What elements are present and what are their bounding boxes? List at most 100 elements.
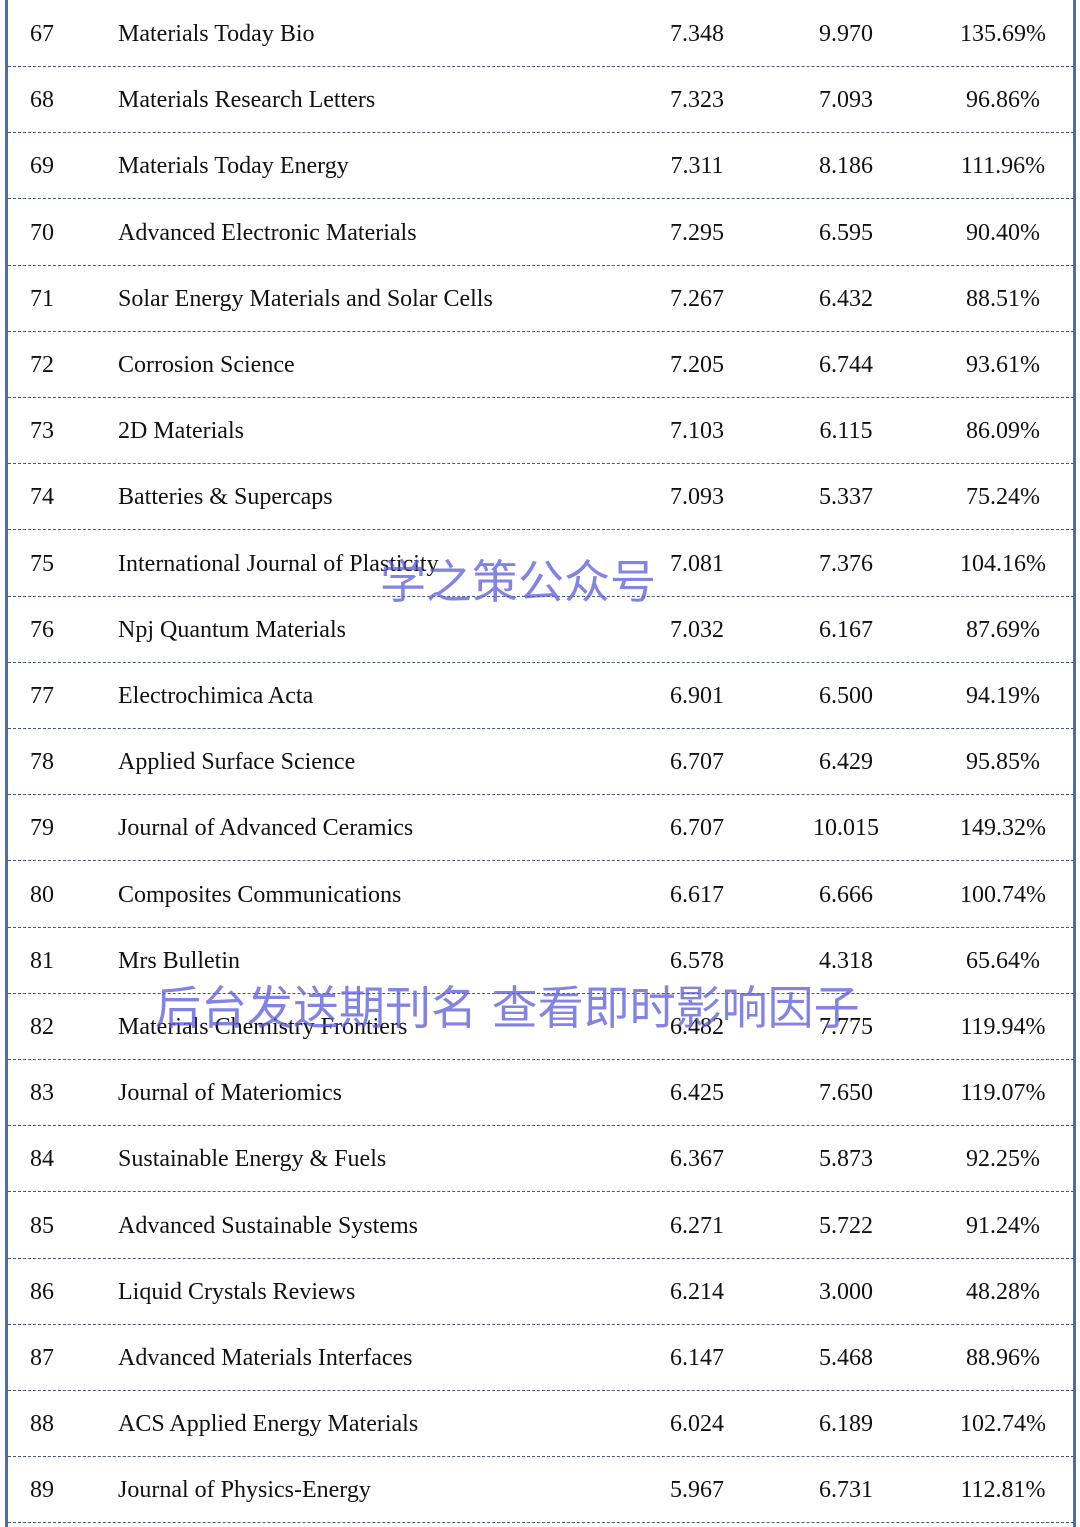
ratio: 92.25%: [966, 1146, 1040, 1173]
journal-name: Materials Today Bio: [118, 21, 315, 47]
impact-factor: 7.267: [670, 285, 724, 312]
table-row: 75 International Journal of Plasticity 7.0…: [8, 531, 1074, 597]
table-row: 82 Materials Chemistry Frontiers 6.482 7.77…: [8, 994, 1074, 1060]
ratio: 102.74%: [960, 1411, 1046, 1438]
journal-name: Liquid Crystals Reviews: [118, 1278, 356, 1305]
journal-name: Journal of Materiomics: [118, 1080, 342, 1107]
table-row: 72 Corrosion Science 7.205 6.744 93.61%: [8, 332, 1074, 398]
rank: 83: [30, 1080, 54, 1107]
realtime-factor: 6.429: [819, 749, 873, 776]
rank: 89: [30, 1477, 54, 1504]
impact-factor: 6.367: [670, 1146, 724, 1173]
impact-factor: 7.093: [670, 484, 724, 511]
rank: 78: [30, 749, 54, 776]
ratio: 135.69%: [960, 21, 1046, 47]
journal-name: ACS Applied Energy Materials: [118, 1411, 419, 1438]
journal-name: Materials Research Letters: [118, 87, 376, 114]
table-row: 83 Journal of Materiomics 6.425 7.650 119.07…: [8, 1060, 1074, 1127]
table-row: 71 Solar Energy Materials and Solar Cells…: [8, 266, 1074, 332]
table-row: 85 Advanced Sustainable Systems 6.271 5.722…: [8, 1193, 1074, 1259]
rank: 69: [30, 153, 54, 180]
rank: 76: [30, 616, 54, 643]
journal-name: Corrosion Science: [118, 352, 295, 378]
ratio: 96.86%: [966, 87, 1040, 114]
rank: 73: [30, 418, 54, 445]
rank: 70: [30, 219, 54, 246]
impact-factor: 6.024: [670, 1411, 724, 1438]
left-border: [5, 0, 8, 1527]
realtime-factor: 6.731: [819, 1477, 873, 1504]
realtime-factor: 9.970: [819, 21, 873, 47]
realtime-factor: 5.337: [819, 484, 873, 511]
table-row: 80 Composites Communications 6.617 6.666 100…: [8, 862, 1074, 928]
impact-factor: 6.482: [670, 1014, 724, 1040]
impact-factor: 7.323: [670, 87, 724, 114]
rank: 82: [30, 1014, 54, 1040]
realtime-factor: 6.432: [819, 285, 873, 312]
impact-factor: 5.967: [670, 1477, 724, 1504]
journal-name: 2D Materials: [118, 418, 244, 445]
realtime-factor: 6.500: [819, 683, 873, 709]
realtime-factor: 10.015: [813, 815, 879, 842]
impact-factor: 6.617: [670, 881, 724, 908]
table-row: 76 Npj Quantum Materials 7.032 6.167 87.69%: [8, 597, 1074, 663]
ratio: 87.69%: [966, 616, 1040, 643]
table-row: 79 Journal of Advanced Ceramics 6.707 10.01…: [8, 795, 1074, 862]
realtime-factor: 5.468: [819, 1345, 873, 1371]
realtime-factor: 7.650: [819, 1080, 873, 1107]
table-row: 78 Applied Surface Science 6.707 6.429 95.85…: [8, 729, 1074, 796]
ratio: 48.28%: [966, 1278, 1040, 1305]
rank: 68: [30, 87, 54, 114]
realtime-factor: 4.318: [819, 947, 873, 974]
rank: 75: [30, 550, 54, 577]
table-row: 86 Liquid Crystals Reviews 6.214 3.000 48.28…: [8, 1259, 1074, 1325]
journal-name: Materials Chemistry Frontiers: [118, 1014, 408, 1040]
journal-name: International Journal of Plasticity: [118, 550, 439, 577]
ratio: 111.96%: [960, 153, 1046, 180]
rank: 71: [30, 285, 54, 312]
realtime-factor: 6.189: [819, 1411, 873, 1438]
impact-factor: 7.311: [670, 153, 724, 180]
rank: 72: [30, 352, 54, 378]
table-row: 77 Electrochimica Acta 6.901 6.500 94.19%: [8, 663, 1074, 729]
impact-factor: 7.032: [670, 616, 724, 643]
realtime-factor: 3.000: [819, 1278, 873, 1305]
impact-factor: 6.425: [670, 1080, 724, 1107]
realtime-factor: 5.722: [819, 1212, 873, 1239]
realtime-factor: 6.167: [819, 616, 873, 643]
impact-factor: 6.901: [670, 683, 724, 709]
journal-name: Applied Surface Science: [118, 749, 356, 776]
impact-factor: 6.147: [670, 1345, 724, 1371]
table-row: 67 Materials Today Bio 7.348 9.970 135.69%: [8, 1, 1074, 67]
ratio: 119.07%: [960, 1080, 1046, 1107]
journal-name: Journal of Advanced Ceramics: [118, 815, 414, 842]
journal-name: Electrochimica Acta: [118, 683, 314, 709]
journal-name: Mrs Bulletin: [118, 947, 241, 974]
impact-factor: 6.707: [670, 749, 724, 776]
right-border: [1073, 0, 1076, 1527]
journal-name: Materials Today Energy: [118, 153, 349, 180]
rank: 67: [30, 21, 54, 47]
impact-factor: 6.271: [670, 1212, 724, 1239]
realtime-factor: 5.873: [819, 1146, 873, 1173]
journal-name: Solar Energy Materials and Solar Cells: [118, 285, 493, 312]
rank: 85: [30, 1212, 54, 1239]
rank: 79: [30, 815, 54, 842]
ratio: 100.74%: [960, 881, 1046, 908]
realtime-factor: 8.186: [819, 153, 873, 180]
realtime-factor: 7.093: [819, 87, 873, 114]
rank: 80: [30, 881, 54, 908]
ratio: 104.16%: [960, 550, 1046, 577]
journal-name: Composites Communications: [118, 881, 402, 908]
table-row: 69 Materials Today Energy 7.311 8.186 111.96…: [8, 133, 1074, 200]
journal-name: Npj Quantum Materials: [118, 616, 346, 643]
table-row: 73 2D Materials 7.103 6.115 86.09%: [8, 398, 1074, 465]
realtime-factor: 7.376: [819, 550, 873, 577]
rank: 84: [30, 1146, 54, 1173]
table-row: 84 Sustainable Energy & Fuels 6.367 5.873 92…: [8, 1126, 1074, 1193]
rank: 74: [30, 484, 54, 511]
ratio: 75.24%: [966, 484, 1040, 511]
rank: 77: [30, 683, 54, 709]
ratio: 90.40%: [966, 219, 1040, 246]
ratio: 65.64%: [966, 947, 1040, 974]
